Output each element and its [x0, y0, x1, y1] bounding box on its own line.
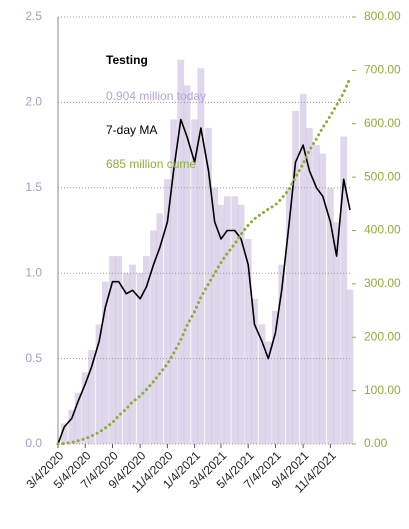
bar: [340, 136, 348, 444]
bar: [68, 409, 76, 444]
bar: [305, 128, 313, 444]
ma-line: [57, 118, 351, 445]
bar: [197, 68, 205, 445]
bar: [88, 350, 95, 444]
bar: [163, 179, 171, 444]
y2-tick-label: 700.00: [364, 63, 401, 77]
bar: [223, 196, 231, 444]
bar: [237, 204, 245, 444]
bar: [129, 264, 136, 444]
bar: [264, 341, 272, 444]
bar: [183, 85, 191, 444]
y2-tick-label: 600.00: [364, 116, 401, 130]
y2-tick-label: 200.00: [364, 329, 401, 343]
y-tick-label: 2.0: [25, 95, 42, 109]
bar: [313, 145, 320, 444]
y2-tick-label: 0.00: [364, 436, 388, 450]
bar: [299, 93, 307, 445]
y-tick-label: 1.5: [25, 180, 42, 194]
y-tick-label: 1.0: [25, 265, 42, 279]
legend-label: 0.904 million today: [106, 89, 206, 103]
bar: [74, 392, 82, 444]
bar: [191, 119, 199, 444]
bar: [319, 153, 327, 444]
bar: [258, 324, 266, 444]
bar: [244, 239, 252, 444]
bar: [170, 119, 178, 444]
y-tick-label: 0.0: [25, 436, 42, 450]
bar: [292, 110, 299, 444]
bar: [81, 372, 89, 444]
bar: [251, 298, 258, 444]
cumulative-line: [56, 76, 352, 446]
bar: [326, 187, 334, 445]
bar: [211, 187, 219, 445]
bar: [101, 281, 109, 444]
legend-label: 685 million cume: [106, 157, 196, 171]
y2-tick-label: 400.00: [364, 223, 401, 237]
bar: [115, 256, 123, 444]
bar: [346, 289, 354, 444]
bar: [136, 273, 144, 444]
chart-title: Testing: [106, 53, 148, 67]
bar: [150, 230, 157, 444]
bar: [231, 196, 239, 444]
bar: [333, 221, 341, 444]
y2-tick-label: 800.00: [364, 9, 401, 23]
y-tick-label: 0.5: [25, 351, 42, 365]
y2-tick-label: 500.00: [364, 169, 401, 183]
y2-tick-label: 100.00: [364, 383, 401, 397]
bar: [122, 273, 130, 444]
bar: [217, 204, 225, 444]
bars-layer: [60, 59, 354, 445]
bar: [143, 256, 150, 444]
bar: [278, 264, 286, 444]
bar: [95, 324, 103, 444]
bar: [156, 213, 164, 444]
legend-label: 7-day MA: [106, 123, 157, 137]
bar: [60, 423, 68, 444]
bar: [272, 310, 279, 444]
bar: [285, 187, 293, 445]
bar: [109, 256, 116, 444]
bar: [177, 59, 185, 444]
y2-tick-label: 300.00: [364, 276, 401, 290]
y-tick-label: 2.5: [25, 9, 42, 23]
